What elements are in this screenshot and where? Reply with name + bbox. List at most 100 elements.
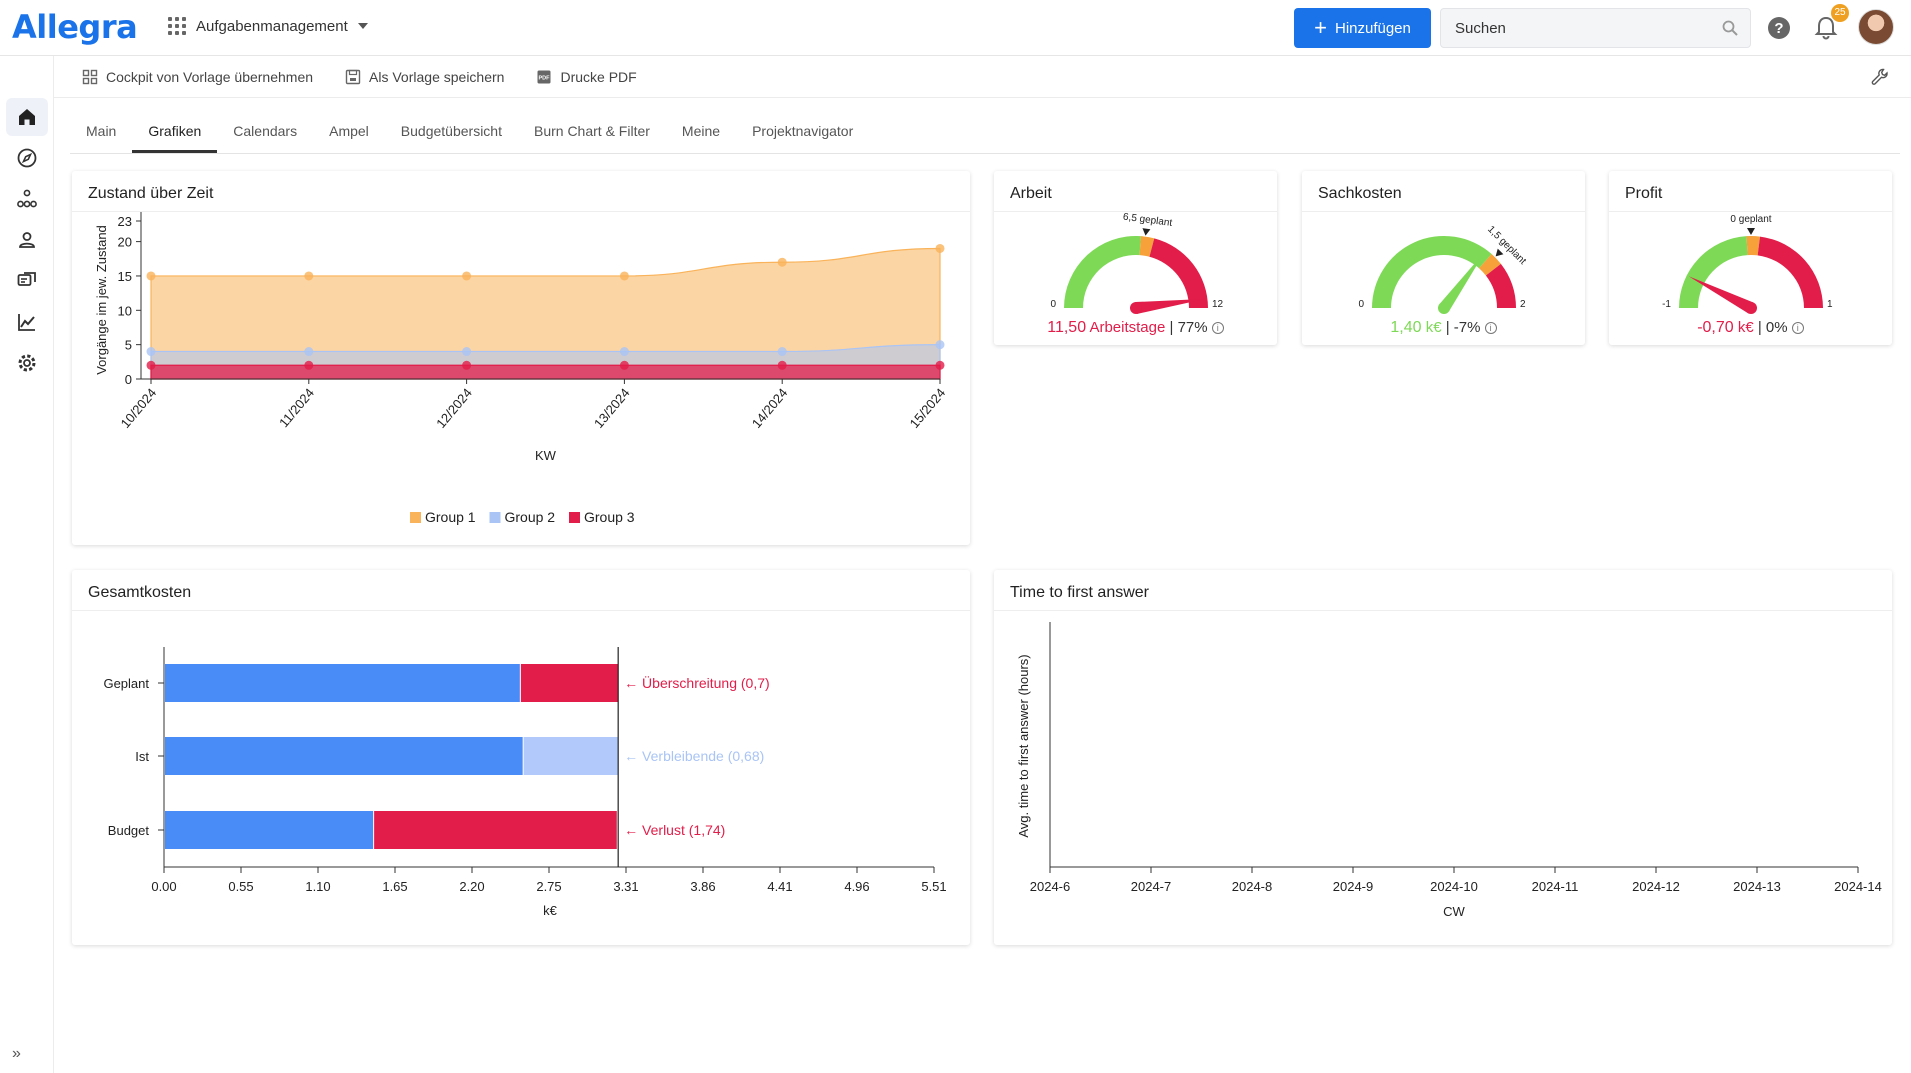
divider [994, 610, 1892, 611]
left-rail: » [0, 56, 54, 1073]
profit-gauge: 0 geplant -1 1 [1662, 214, 1833, 314]
search-box [1440, 8, 1751, 48]
tab-ampel[interactable]: Ampel [329, 123, 369, 139]
gauge-min-label: -1 [1662, 299, 1671, 310]
gauge-planned-zone [1139, 236, 1155, 257]
y-tick-label: 10 [118, 303, 132, 318]
legend-swatch [489, 512, 501, 523]
x-tick-label: 0.55 [228, 879, 253, 894]
bar-extra [373, 811, 617, 849]
gauge-planned-zone [1746, 236, 1761, 256]
info-icon[interactable]: i [1211, 322, 1224, 334]
bar-base [165, 811, 374, 849]
x-tick-label: 12/2024 [433, 385, 475, 431]
rail-item-reports[interactable] [6, 303, 48, 341]
divider [72, 610, 970, 611]
app-switcher[interactable]: Aufgabenmanagement [168, 17, 368, 35]
tab-calendars[interactable]: Calendars [233, 123, 298, 139]
x-tick-label: 2024-14 [1834, 879, 1882, 894]
rail-item-boards[interactable] [6, 262, 48, 300]
x-tick-label: 2024-6 [1030, 879, 1070, 894]
x-tick-label: 2024-8 [1232, 879, 1272, 894]
sachkosten-unit: k€ [1425, 319, 1442, 336]
rail-item-home[interactable] [6, 98, 48, 136]
rail-item-settings[interactable] [6, 344, 48, 382]
bar-extra [523, 737, 619, 775]
search-icon[interactable] [1722, 20, 1738, 36]
bell-icon[interactable] [1814, 15, 1838, 41]
area-series-1 [150, 247, 941, 380]
x-tick-label: 11/2024 [276, 385, 317, 430]
gear-icon [18, 354, 36, 372]
data-point [619, 271, 629, 281]
x-tick-label: 15/2024 [907, 385, 949, 431]
arbeit-percent: 77% [1177, 319, 1208, 336]
card-title: Arbeit [1010, 185, 1052, 202]
data-point [146, 347, 156, 357]
rail-item-explore[interactable] [6, 139, 48, 177]
avatar[interactable] [1858, 9, 1894, 45]
data-point [935, 360, 945, 370]
card-profit: Profit 0 geplant -1 1 -0,70 k€ | 0% i [1609, 171, 1892, 345]
cockpit-tabs: Main Grafiken Calendars Ampel Budgetüber… [70, 112, 1900, 154]
divider [1609, 211, 1892, 212]
info-icon[interactable]: i [1484, 322, 1497, 334]
save-template-button[interactable]: Als Vorlage speichern [345, 69, 504, 85]
legend-swatch [410, 512, 421, 523]
gauge-needle-hub [1438, 302, 1450, 314]
card-arbeit: Arbeit 6,5 geplant 0 12 11,50 Arbeitstage … [994, 171, 1277, 345]
allegra-logo[interactable]: Allegra [12, 8, 138, 46]
data-point [935, 340, 945, 350]
gauge-green-zone [1679, 236, 1748, 308]
help-icon[interactable]: ? [1767, 16, 1791, 40]
tab-main[interactable]: Main [86, 123, 117, 139]
x-tick-label: 1.10 [305, 879, 330, 894]
x-tick-label: 13/2024 [591, 385, 633, 431]
y-tick-label: 20 [118, 235, 132, 250]
tab-grafiken[interactable]: Grafiken [132, 112, 218, 153]
divider [1302, 211, 1585, 212]
info-icon[interactable]: i [1791, 322, 1804, 334]
bar-annotation: ← Verlust (1,74) [624, 822, 725, 838]
gauge-green-zone [1372, 236, 1492, 308]
y-tick-label: 23 [118, 214, 132, 229]
svg-text:?: ? [1774, 20, 1783, 37]
data-point [777, 360, 787, 370]
gauge-planned-zone [1479, 253, 1501, 276]
x-tick-label: 2.20 [459, 879, 484, 894]
x-axis-label: CW [1443, 904, 1465, 919]
sachkosten-percent: -7% [1453, 319, 1481, 336]
rail-item-hierarchy[interactable] [6, 180, 48, 218]
expand-rail-icon[interactable]: » [12, 1045, 21, 1062]
bar-annotation: ← Verbleibende (0,68) [624, 748, 764, 764]
profit-value: -0,70 [1697, 319, 1734, 336]
sachkosten-value: 1,40 [1390, 319, 1422, 336]
data-point [462, 347, 472, 357]
wrench-icon[interactable] [1871, 68, 1889, 86]
data-point [777, 257, 787, 267]
arbeit-value: 11,50 [1047, 319, 1087, 336]
profit-unit: k€ [1737, 319, 1754, 336]
x-tick-label: 4.96 [844, 879, 869, 894]
add-button[interactable]: + Hinzufügen [1294, 8, 1431, 48]
card-title: Time to first answer [1010, 584, 1149, 601]
x-tick-label: 5.51 [921, 879, 946, 894]
card-title: Profit [1625, 185, 1663, 202]
tab-budget[interactable]: Budgetübersicht [400, 123, 502, 139]
tab-burn-chart[interactable]: Burn Chart & Filter [533, 123, 650, 139]
x-tick-label: 4.41 [767, 879, 792, 894]
x-tick-label: 2024-11 [1532, 879, 1579, 894]
tab-meine[interactable]: Meine [681, 123, 721, 139]
x-tick-label: 2024-7 [1131, 879, 1171, 894]
person-icon [19, 232, 35, 248]
copy-template-button[interactable]: Cockpit von Vorlage übernehmen [82, 69, 313, 85]
gauge-max-label: 1 [1827, 299, 1833, 310]
arbeit-value-line: 11,50 Arbeitstage | 77% i [994, 319, 1277, 337]
tab-projektnavigator[interactable]: Projektnavigator [752, 123, 854, 139]
gauge-max-label: 12 [1212, 299, 1224, 310]
print-pdf-button[interactable]: PDF Drucke PDF [536, 69, 637, 85]
bar-extra [520, 664, 619, 702]
x-tick-label: 2024-13 [1733, 879, 1781, 894]
rail-item-users[interactable] [6, 221, 48, 259]
search-input[interactable] [1441, 9, 1711, 47]
